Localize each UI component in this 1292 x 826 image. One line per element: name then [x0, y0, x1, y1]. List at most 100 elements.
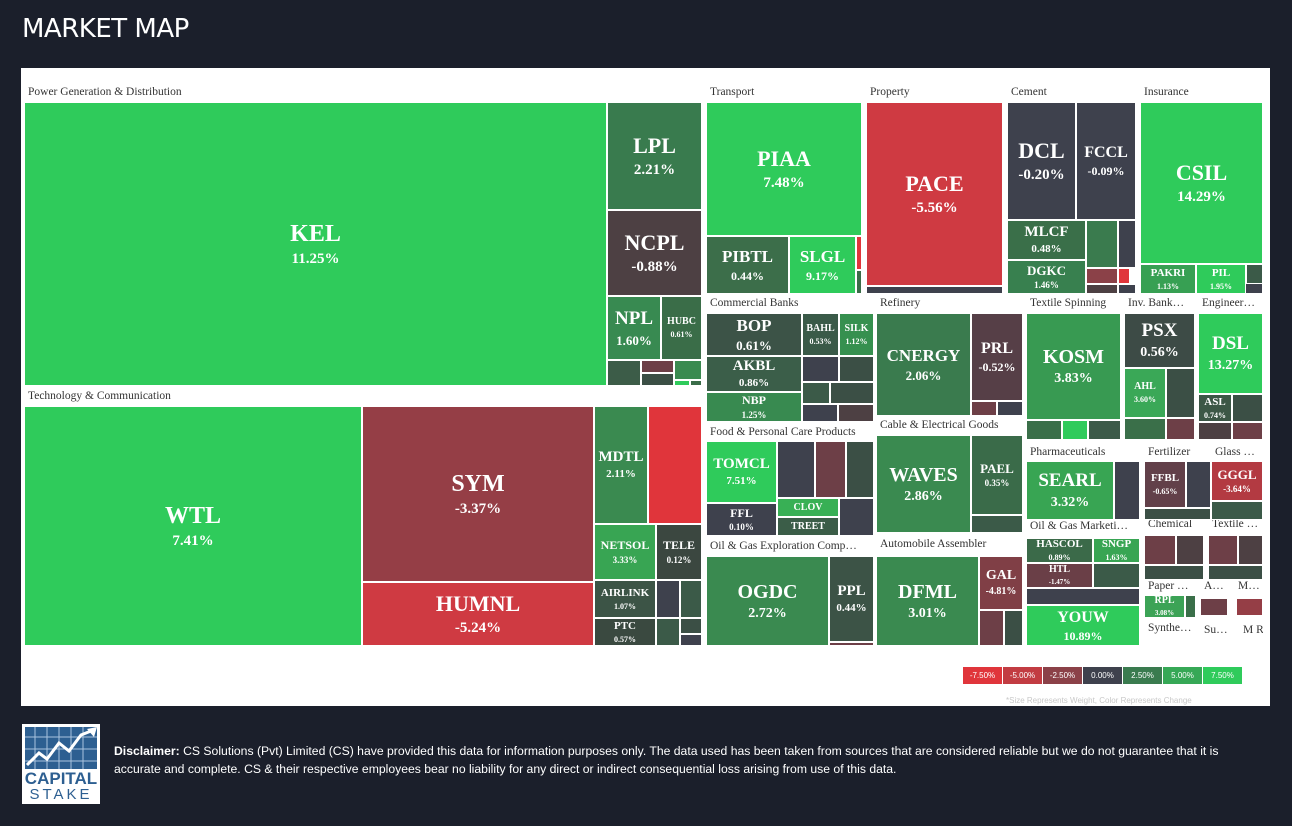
stock-tile-tomcl[interactable]: TOMCL 7.51% — [706, 441, 777, 503]
stock-tile-small[interactable] — [1114, 461, 1140, 520]
stock-tile-csil[interactable]: CSIL 14.29% — [1140, 102, 1263, 264]
stock-tile-sngp[interactable]: SNGP 1.63% — [1093, 538, 1140, 563]
stock-tile-silk[interactable]: SILK 1.12% — [839, 313, 874, 356]
stock-tile-pace[interactable]: PACE -5.56% — [866, 102, 1003, 286]
stock-tile-small[interactable] — [607, 360, 641, 386]
stock-tile-small[interactable] — [777, 441, 815, 498]
stock-tile-small[interactable] — [1208, 565, 1263, 580]
stock-tile-ffbl[interactable]: FFBL -0.65% — [1144, 461, 1186, 508]
stock-tile-small[interactable] — [1166, 368, 1195, 418]
stock-tile-small[interactable] — [1144, 535, 1176, 565]
stock-tile-dcl[interactable]: DCL -0.20% — [1007, 102, 1076, 220]
stock-tile-small[interactable] — [656, 580, 680, 618]
stock-tile-humnl[interactable]: HUMNL -5.24% — [362, 582, 594, 646]
stock-tile-small[interactable] — [802, 404, 838, 422]
stock-tile-tele[interactable]: TELE 0.12% — [656, 524, 702, 580]
stock-tile-small[interactable] — [839, 498, 874, 536]
stock-tile-netsol[interactable]: NETSOL 3.33% — [594, 524, 656, 580]
stock-tile-bahl[interactable]: BAHL 0.53% — [802, 313, 839, 356]
stock-tile-small[interactable] — [648, 406, 702, 524]
stock-tile-gal[interactable]: GAL -4.81% — [979, 556, 1023, 610]
stock-tile-small[interactable] — [1236, 598, 1263, 616]
stock-tile-small[interactable] — [866, 286, 1003, 294]
stock-tile-searl[interactable]: SEARL 3.32% — [1026, 461, 1114, 520]
stock-tile-npl[interactable]: NPL 1.60% — [607, 296, 661, 360]
stock-tile-small[interactable] — [997, 401, 1023, 416]
stock-tile-small[interactable] — [1124, 418, 1166, 440]
stock-tile-small[interactable] — [802, 382, 830, 404]
stock-tile-small[interactable] — [830, 382, 874, 404]
stock-tile-small[interactable] — [1176, 535, 1204, 565]
stock-tile-pakri[interactable]: PAKRI 1.13% — [1140, 264, 1196, 294]
stock-tile-asl[interactable]: ASL 0.74% — [1198, 394, 1232, 422]
stock-tile-small[interactable] — [971, 401, 997, 416]
stock-tile-small[interactable] — [1185, 595, 1196, 618]
stock-tile-small[interactable] — [846, 441, 874, 498]
stock-tile-small[interactable] — [971, 515, 1023, 533]
stock-tile-kosm[interactable]: KOSM 3.83% — [1026, 313, 1121, 420]
stock-tile-hubc[interactable]: HUBC 0.61% — [661, 296, 702, 360]
stock-tile-small[interactable] — [1086, 220, 1118, 268]
stock-tile-clov[interactable]: CLOV — [777, 498, 839, 517]
stock-tile-airlink[interactable]: AIRLINK 1.07% — [594, 580, 656, 618]
stock-tile-small[interactable] — [641, 373, 674, 386]
stock-tile-wtl[interactable]: WTL 7.41% — [24, 406, 362, 646]
stock-tile-psx[interactable]: PSX 0.56% — [1124, 313, 1195, 368]
stock-tile-small[interactable] — [979, 610, 1004, 646]
stock-tile-small[interactable] — [1086, 268, 1118, 284]
stock-tile-small[interactable] — [838, 404, 874, 422]
stock-tile-nbp[interactable]: NBP 1.25% — [706, 392, 802, 422]
stock-tile-dfml[interactable]: DFML 3.01% — [876, 556, 979, 646]
stock-tile-small[interactable] — [1026, 588, 1140, 605]
stock-tile-small[interactable] — [1118, 284, 1136, 294]
stock-tile-cnergy[interactable]: CNERGY 2.06% — [876, 313, 971, 416]
stock-tile-ppl[interactable]: PPL 0.44% — [829, 556, 874, 642]
stock-tile-small[interactable] — [674, 360, 702, 380]
stock-tile-small[interactable] — [1004, 610, 1023, 646]
stock-tile-small[interactable] — [1200, 598, 1228, 616]
stock-tile-small[interactable] — [690, 380, 702, 386]
stock-tile-small[interactable] — [1144, 508, 1211, 520]
stock-tile-small[interactable] — [1144, 565, 1204, 580]
stock-tile-ncpl[interactable]: NCPL -0.88% — [607, 210, 702, 296]
stock-tile-dgkc[interactable]: DGKC 1.46% — [1007, 260, 1086, 294]
stock-tile-small[interactable] — [641, 360, 674, 373]
stock-tile-small[interactable] — [1086, 284, 1118, 294]
stock-tile-ahl[interactable]: AHL 3.60% — [1124, 368, 1166, 418]
stock-tile-pibtl[interactable]: PIBTL 0.44% — [706, 236, 789, 294]
stock-tile-gggl[interactable]: GGGL -3.64% — [1211, 461, 1263, 501]
stock-tile-small[interactable] — [1238, 535, 1263, 565]
stock-tile-small[interactable] — [856, 270, 862, 294]
stock-tile-youw[interactable]: YOUW 10.89% — [1026, 605, 1140, 646]
stock-tile-sym[interactable]: SYM -3.37% — [362, 406, 594, 582]
stock-tile-small[interactable] — [680, 634, 702, 646]
stock-tile-small[interactable] — [1088, 420, 1121, 440]
stock-tile-ptc[interactable]: PTC 0.57% — [594, 618, 656, 646]
stock-tile-small[interactable] — [1198, 422, 1232, 440]
stock-tile-small[interactable] — [680, 580, 702, 618]
stock-tile-mdtl[interactable]: MDTL 2.11% — [594, 406, 648, 524]
stock-tile-small[interactable] — [1208, 535, 1238, 565]
stock-tile-small[interactable] — [1026, 420, 1062, 440]
stock-tile-waves[interactable]: WAVES 2.86% — [876, 435, 971, 533]
stock-tile-small[interactable] — [815, 441, 846, 498]
stock-tile-mlcf[interactable]: MLCF 0.48% — [1007, 220, 1086, 260]
stock-tile-pael[interactable]: PAEL 0.35% — [971, 435, 1023, 515]
stock-tile-slgl[interactable]: SLGL 9.17% — [789, 236, 856, 294]
stock-tile-small[interactable] — [829, 642, 874, 646]
stock-tile-small[interactable] — [1232, 394, 1263, 422]
stock-tile-small[interactable] — [674, 380, 690, 386]
stock-tile-pil[interactable]: PIL 1.95% — [1196, 264, 1246, 294]
stock-tile-dsl[interactable]: DSL 13.27% — [1198, 313, 1263, 394]
stock-tile-bop[interactable]: BOP 0.61% — [706, 313, 802, 356]
stock-tile-rpl[interactable]: RPL 3.08% — [1144, 595, 1185, 618]
stock-tile-small[interactable] — [1093, 563, 1140, 588]
stock-tile-small[interactable] — [802, 356, 839, 382]
stock-tile-piaa[interactable]: PIAA 7.48% — [706, 102, 862, 236]
stock-tile-small[interactable] — [1062, 420, 1088, 440]
stock-tile-small[interactable] — [656, 618, 680, 646]
stock-tile-akbl[interactable]: AKBL 0.86% — [706, 356, 802, 392]
stock-tile-ogdc[interactable]: OGDC 2.72% — [706, 556, 829, 646]
stock-tile-prl[interactable]: PRL -0.52% — [971, 313, 1023, 401]
stock-tile-small[interactable] — [1211, 501, 1263, 520]
